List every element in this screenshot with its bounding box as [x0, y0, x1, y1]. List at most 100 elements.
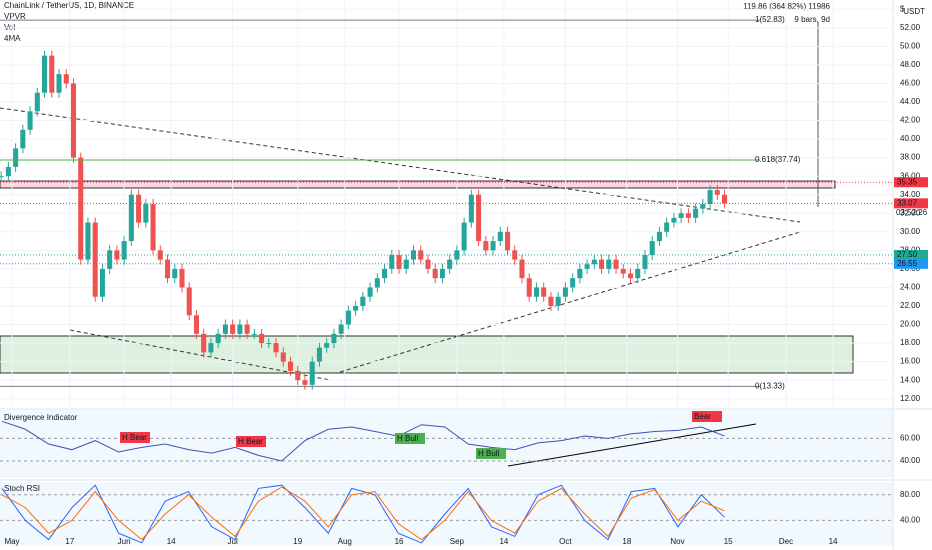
divergence-trend	[507, 423, 757, 467]
y-tick-label: 44.00	[900, 97, 921, 106]
candle	[34, 92, 40, 112]
candle	[273, 343, 279, 353]
symbol-title: ChainLink / TetherUS, 1D, BINANCE	[4, 1, 134, 10]
panel-title: Stoch RSI	[4, 484, 40, 493]
candle	[353, 306, 359, 311]
candle	[606, 259, 612, 269]
candle	[613, 259, 619, 269]
price-tag	[894, 258, 928, 269]
x-tick-label: 16	[395, 537, 404, 546]
candle	[27, 111, 33, 130]
candle	[237, 324, 243, 334]
divergence-label: Bear	[694, 412, 711, 421]
candle	[447, 259, 453, 269]
indicator-line	[1, 484, 725, 544]
candle	[266, 343, 272, 345]
divergence-badge	[120, 432, 150, 443]
x-tick-label: Jun	[118, 537, 131, 546]
price-tag-label: 26.55	[897, 259, 918, 268]
price-tag	[894, 198, 928, 209]
indicator-line	[1, 486, 725, 541]
candle	[700, 204, 706, 209]
candle	[251, 333, 257, 335]
candle	[664, 222, 670, 232]
price-tag-label: 35.35	[897, 177, 918, 186]
candle	[143, 204, 149, 223]
candle	[201, 333, 207, 353]
candle	[533, 287, 539, 297]
candle	[374, 278, 380, 288]
y-tick-label: 32.00	[900, 208, 921, 217]
price-tag	[894, 177, 928, 188]
candle	[685, 213, 691, 218]
candle	[649, 241, 655, 255]
candle	[461, 222, 467, 251]
measure-text: 119.86 (364.82%) 11986	[743, 2, 830, 11]
currency: USDT	[903, 7, 925, 16]
y-tick-label: 12.00	[900, 394, 921, 403]
fib-label: 0.618(37.74)	[755, 155, 801, 164]
candle	[497, 231, 503, 242]
candle	[324, 343, 330, 348]
candle	[439, 268, 445, 279]
candle	[468, 194, 474, 223]
y-tick-label: 42.00	[900, 116, 921, 125]
divergence-badge	[476, 448, 506, 459]
y-tick-label: 38.00	[900, 153, 921, 162]
x-tick-label: 18	[622, 537, 631, 546]
indicator: 4MA	[4, 34, 21, 43]
candle	[627, 273, 634, 279]
resistance-zone	[0, 180, 836, 189]
y-tick-label: 80.00	[900, 490, 921, 499]
candle	[541, 287, 547, 297]
x-tick-label: 19	[293, 537, 302, 546]
candle	[128, 194, 134, 242]
divergence-badge	[692, 411, 722, 422]
candle	[548, 296, 554, 306]
candle	[244, 324, 250, 334]
candle	[42, 55, 48, 93]
y-tick-label: 18.00	[900, 338, 921, 347]
candle	[13, 148, 19, 167]
candle	[20, 129, 26, 149]
candle	[382, 268, 388, 279]
x-tick-label: Aug	[338, 537, 352, 546]
y-tick-label: 20.00	[900, 320, 921, 329]
candle	[635, 268, 641, 279]
candle	[396, 255, 402, 269]
candle	[410, 250, 417, 260]
panel-title: Divergence Indicator	[4, 413, 78, 422]
candle	[5, 166, 11, 177]
y-tick-label: 22.00	[900, 301, 921, 310]
candle	[599, 259, 605, 269]
trend-line	[69, 329, 331, 381]
candle	[172, 268, 178, 279]
y-tick-label: 46.00	[900, 79, 921, 88]
candle	[591, 259, 597, 265]
candle	[114, 250, 120, 260]
x-tick-label: Sep	[450, 537, 465, 546]
y-tick-label: 50.00	[900, 41, 921, 50]
y-tick-label: 34.00	[900, 190, 921, 199]
divergence-label: H Bull	[478, 449, 500, 458]
candle	[193, 315, 199, 334]
y-tick-label: 36.00	[900, 171, 921, 180]
candle	[345, 310, 351, 325]
candle	[259, 333, 265, 344]
candle	[99, 268, 105, 297]
candle	[63, 74, 69, 84]
candle	[577, 268, 583, 279]
y-tick-label: 48.00	[900, 60, 921, 69]
y-tick-label: 14.00	[900, 375, 921, 384]
candle	[208, 343, 214, 353]
x-tick-label: Jul	[228, 537, 238, 546]
candle	[483, 241, 489, 251]
candle	[476, 194, 482, 242]
y-tick-label: 28.00	[900, 245, 921, 254]
indicator-line	[1, 420, 725, 462]
y-tick-label: 30.00	[900, 227, 921, 236]
measure-text: 9 bars, 9d	[794, 15, 830, 24]
divergence-badge	[395, 433, 425, 444]
candle	[121, 241, 127, 260]
candle	[714, 190, 720, 195]
